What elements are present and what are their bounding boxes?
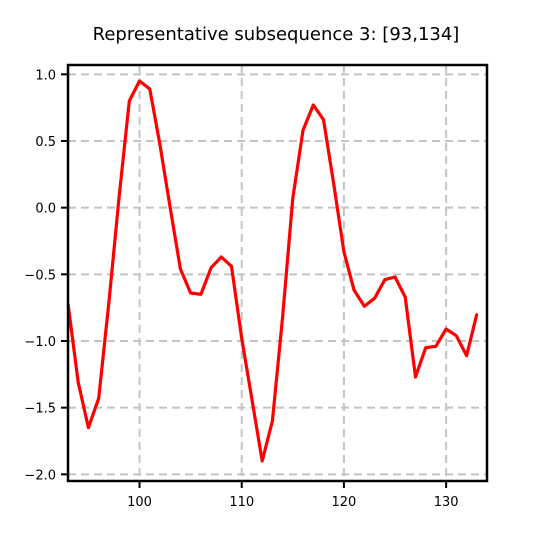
- y-tick-label: −2.0: [24, 468, 56, 483]
- data-point: [393, 275, 397, 279]
- data-point: [148, 87, 151, 91]
- data-point: [301, 129, 305, 132]
- series-line: [68, 79, 479, 463]
- data-point: [179, 267, 182, 271]
- x-tick-label: 120: [332, 495, 357, 510]
- data-point: [281, 315, 284, 319]
- data-point: [312, 103, 315, 107]
- y-tick-label: −0.5: [24, 268, 56, 283]
- data-point: [434, 345, 438, 348]
- y-tick-label: −1.5: [24, 402, 56, 417]
- data-point: [128, 99, 131, 103]
- data-point: [230, 265, 233, 268]
- data-point: [332, 182, 335, 185]
- data-point: [158, 143, 162, 147]
- series-group: [68, 79, 479, 463]
- data-point: [322, 118, 325, 121]
- plot-frame: [66, 63, 489, 483]
- data-point: [260, 459, 264, 463]
- data-point: [342, 250, 346, 253]
- data-point: [444, 327, 448, 331]
- data-point: [168, 206, 172, 209]
- data-point: [138, 79, 141, 83]
- x-tick-label: 130: [434, 495, 459, 510]
- data-point: [250, 398, 254, 401]
- data-point: [117, 195, 121, 199]
- chart-title: Representative subsequence 3: [93,134]: [93, 24, 460, 45]
- data-point: [97, 397, 100, 400]
- data-point: [189, 291, 192, 295]
- data-point: [77, 381, 80, 384]
- x-tick-label: 110: [229, 495, 254, 510]
- data-point: [199, 293, 203, 296]
- y-tick-label: −1.0: [24, 335, 56, 350]
- grid-lines: [68, 65, 487, 481]
- y-tick-label: 1.0: [35, 68, 56, 83]
- data-point: [291, 197, 295, 200]
- data-point: [352, 289, 356, 292]
- x-tick-label: 100: [127, 495, 152, 510]
- data-point: [475, 313, 478, 316]
- data-point: [363, 305, 366, 308]
- data-point: [220, 255, 223, 259]
- data-point: [209, 266, 213, 269]
- data-point: [404, 295, 407, 299]
- data-point: [424, 346, 427, 349]
- data-point: [107, 301, 111, 304]
- data-point: [271, 419, 274, 423]
- y-tick-label: 0.0: [35, 202, 56, 217]
- data-point: [373, 297, 376, 300]
- data-point: [383, 278, 387, 281]
- data-point: [414, 375, 417, 379]
- data-point: [240, 337, 243, 340]
- data-point: [465, 354, 468, 357]
- data-point: [87, 426, 90, 429]
- y-tick-label: 0.5: [35, 135, 56, 150]
- data-point: [455, 334, 458, 337]
- axis-ticks: 100 110 120 130 1.0 0.5 0.0 −0.5 −1.0 −1.5 −2.0: [24, 68, 458, 510]
